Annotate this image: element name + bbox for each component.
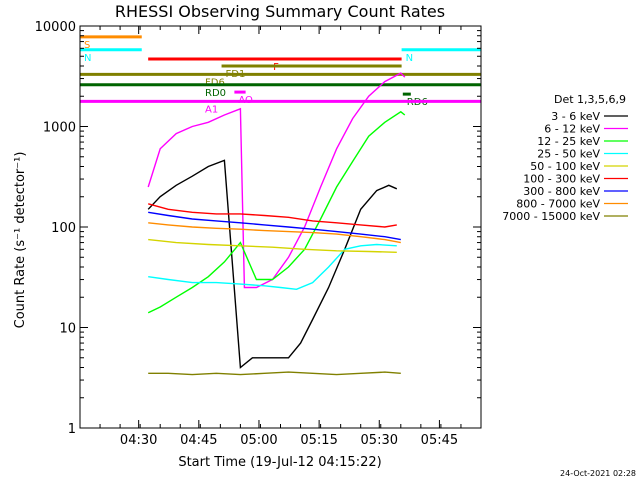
legend-label-1: 6 - 12 keV <box>544 123 600 136</box>
legend-label-0: 3 - 6 keV <box>551 110 600 123</box>
x-axis-title: Start Time (19-Jul-12 04:15:22) <box>178 455 381 470</box>
y-axis-title-text: Count Rate (s⁻¹ detector⁻¹) <box>13 152 28 329</box>
x-tick-label-0: 04:30 <box>120 433 157 448</box>
flag-band-label-5: FD6 <box>205 77 225 88</box>
flag-band-label-6: RD0 <box>205 88 226 99</box>
legend-label-5: 100 - 300 keV <box>523 173 600 186</box>
series-line-5 <box>148 203 397 228</box>
chart-title: RHESSI Observing Summary Count Rates <box>115 2 445 21</box>
legend-label-8: 7000 - 15000 keV <box>502 210 600 223</box>
series-line-8 <box>148 371 401 376</box>
y-tick-label-4: 10000 <box>35 20 76 35</box>
y-tick-label-0: 1 <box>68 422 76 437</box>
legend-label-2: 12 - 25 keV <box>537 135 600 148</box>
legend-label-3: 25 - 50 keV <box>537 148 600 161</box>
series-line-7 <box>148 222 401 244</box>
y-tick-label-1: 10 <box>59 322 76 337</box>
x-tick-label-2: 05:00 <box>240 433 277 448</box>
legend-label-6: 300 - 800 keV <box>523 185 600 198</box>
y-axis-title: Count Rate (s⁻¹ detector⁻¹) <box>13 152 28 329</box>
legend-label-7: 800 - 7000 keV <box>516 198 600 211</box>
series-line-0 <box>147 159 398 369</box>
x-tick-label-4: 05:30 <box>361 433 398 448</box>
series-line-4 <box>148 238 397 253</box>
footer-timestamp: 24-Oct-2021 02:28 <box>560 469 636 478</box>
x-tick-label-5: 05:45 <box>421 433 458 448</box>
flag-band-label-2: N <box>406 53 413 64</box>
series-line-2 <box>147 110 406 314</box>
x-tick-label-1: 04:45 <box>180 433 217 448</box>
flag-band-label-1: N <box>84 53 91 64</box>
legend-label-4: 50 - 100 keV <box>530 160 600 173</box>
flag-band-label-0: S <box>84 40 90 51</box>
legend-title: Det 1,3,5,6,9 <box>554 93 626 106</box>
flag-band-label-9: A1 <box>205 104 218 115</box>
y-tick-label-2: 100 <box>51 221 76 236</box>
series-line-3 <box>148 243 397 291</box>
series-line-6 <box>148 211 401 241</box>
plot-area: SNNFFD1FD6RD0RD6AOA111010010001000004:30… <box>35 20 628 448</box>
series-line-1 <box>147 72 406 289</box>
y-tick-label-3: 1000 <box>43 121 76 136</box>
x-tick-label-3: 05:15 <box>300 433 337 448</box>
